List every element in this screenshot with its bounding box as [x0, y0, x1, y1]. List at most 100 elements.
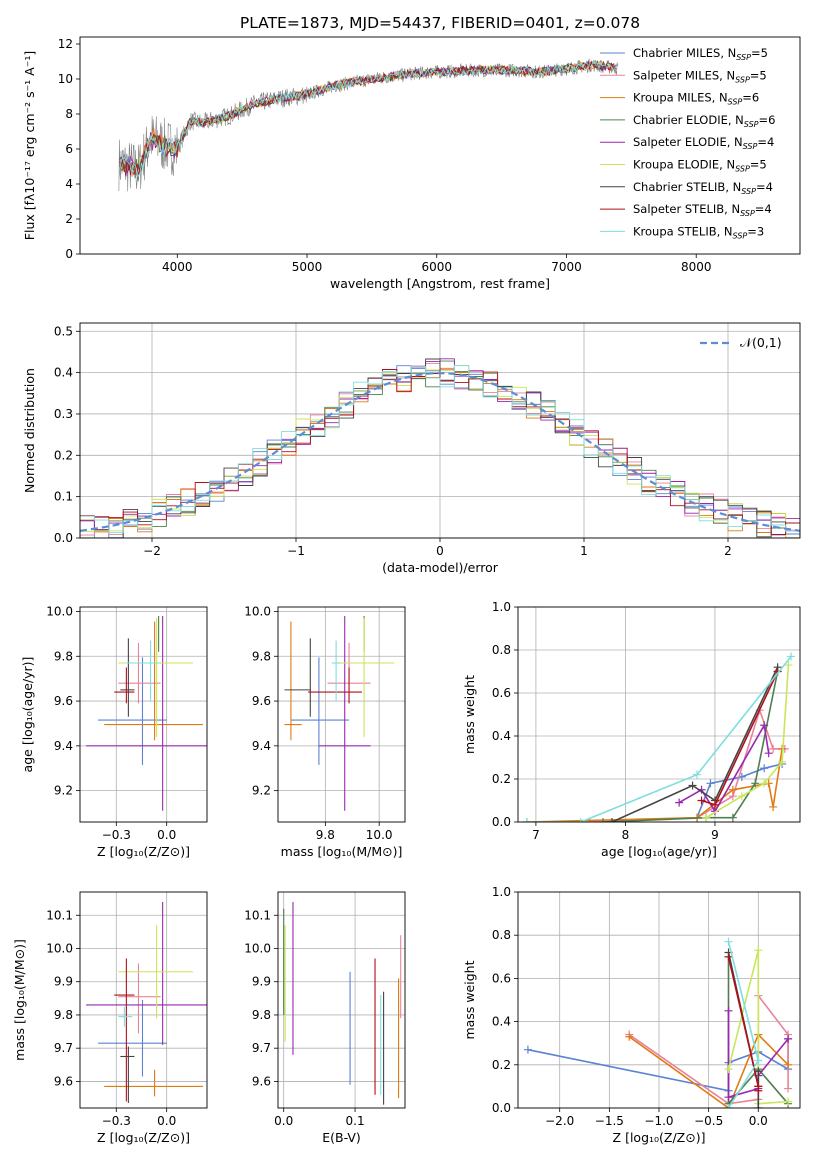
- legend-entry: Salpeter MILES, NSSP=5: [633, 68, 767, 84]
- panels: 4000 5000 6000 7000 8000024681012wavelength …: [12, 36, 801, 1145]
- x-tick-label: 1: [580, 544, 588, 558]
- weight-point: [778, 757, 787, 766]
- x-tick-label: 0: [436, 544, 444, 558]
- y-tick-label: 0.0: [492, 815, 511, 829]
- x-tick-label: 0.0: [749, 1114, 768, 1128]
- x-tick-label: 4000: [162, 260, 193, 274]
- legend-entry: Kroupa ELODIE, NSSP=5: [633, 158, 767, 174]
- weight-line: [589, 707, 785, 822]
- weight-point: [724, 1006, 733, 1015]
- weight-line: [527, 656, 792, 822]
- y-tick-label: 0.4: [492, 729, 511, 743]
- residual-histogram: [80, 369, 800, 538]
- x-tick-label: 0.1: [346, 1114, 365, 1128]
- weight-point: [710, 800, 719, 809]
- y-axis-label: mass [log₁₀(M/M⊙)]: [12, 939, 27, 1061]
- x-tick-label: −1.0: [644, 1114, 673, 1128]
- weight-point: [724, 1065, 733, 1074]
- x-axis-label: age [log₁₀(age/yr)]: [601, 844, 717, 859]
- x-tick-label: 0.0: [274, 1114, 293, 1128]
- weight-line: [526, 748, 783, 822]
- weight-line: [678, 722, 770, 813]
- weight-point: [728, 813, 737, 822]
- y-tick-label: 0.8: [492, 928, 511, 942]
- axes-frame: [517, 606, 801, 823]
- x-axis-label: (data-model)/error: [382, 560, 499, 575]
- y-tick-label: 9.8: [252, 649, 271, 663]
- weight-point: [625, 1032, 634, 1041]
- weight-point: [769, 802, 778, 811]
- weight-point: [522, 818, 531, 822]
- y-tick-label: 9.6: [54, 1074, 73, 1088]
- legend-entry: Kroupa MILES, NSSP=6: [633, 91, 759, 107]
- weight-point: [737, 792, 746, 801]
- weight-point: [724, 1093, 733, 1102]
- y-tick-label: 1.0: [492, 885, 511, 899]
- x-tick-label: 8: [622, 828, 630, 842]
- x-tick-label: 9: [711, 828, 719, 842]
- legend-entry: Chabrier MILES, NSSP=5: [633, 46, 768, 62]
- weight-point: [784, 1060, 793, 1069]
- panel-mass_vs_Z: −0.3 0.0 9.6 9.7 9.8 9.9 10.0 10.1 Z [log₁₀(Z/Z⊙…: [12, 891, 208, 1145]
- weight-point: [599, 818, 608, 822]
- weight-point: [754, 1104, 763, 1108]
- weight-point: [784, 1097, 793, 1106]
- weight-point: [728, 785, 737, 794]
- figure-title: PLATE=1873, MJD=54437, FIBERID=0401, z=0…: [240, 14, 640, 32]
- weight-point: [697, 796, 706, 805]
- x-tick-label: 10.0: [366, 828, 393, 842]
- weight-line: [628, 1033, 789, 1108]
- y-tick-label: 0.8: [492, 643, 511, 657]
- x-axis-label: wavelength [Angstrom, rest frame]: [330, 276, 550, 291]
- weight-point: [576, 818, 585, 822]
- legend-entry: Kroupa STELIB, NSSP=3: [633, 224, 764, 240]
- y-tick-label: 0: [65, 247, 73, 261]
- y-tick-label: 2: [65, 212, 73, 226]
- axes-frame: [277, 606, 406, 823]
- weight-point: [754, 1056, 763, 1065]
- y-tick-label: 0.2: [492, 772, 511, 786]
- y-tick-label: 0.6: [492, 686, 511, 700]
- legend-entry: Chabrier ELODIE, NSSP=6: [633, 113, 775, 129]
- y-tick-label: 10: [58, 72, 73, 86]
- weight-point: [784, 1084, 793, 1093]
- weight-line: [727, 950, 789, 1105]
- y-tick-label: 0.4: [54, 366, 73, 380]
- residual-histogram: [80, 358, 800, 538]
- plot-area-spectrum: [118, 58, 619, 192]
- y-tick-label: 9.6: [54, 694, 73, 708]
- y-tick-label: 0.0: [492, 1101, 511, 1115]
- weight-point: [523, 1045, 532, 1054]
- weight-point: [688, 781, 697, 790]
- y-tick-label: 9.9: [252, 975, 271, 989]
- weight-point: [702, 813, 710, 822]
- x-tick-label: 7000: [551, 260, 582, 274]
- y-axis-label: Normed distribution: [22, 368, 37, 493]
- weight-point: [608, 818, 616, 822]
- panel-age_vs_mass: 9.8 10.0 9.2 9.4 9.6 9.8 10.0 mass [log₁₀(M/M⊙)…: [244, 604, 406, 859]
- weight-point: [760, 764, 769, 773]
- x-tick-label: 0.0: [157, 1114, 176, 1128]
- x-tick-label: 2: [724, 544, 732, 558]
- plot-area-age_vs_mass: [284, 615, 395, 811]
- y-tick-label: 9.6: [252, 694, 271, 708]
- weight-point: [585, 818, 594, 822]
- axes-frame: [517, 891, 801, 1109]
- weight-point: [760, 779, 769, 788]
- x-tick-label: −1: [287, 544, 305, 558]
- y-tick-label: 0.2: [54, 448, 73, 462]
- y-tick-label: 0.2: [492, 1058, 511, 1072]
- axes-frame: [79, 322, 801, 539]
- weight-point: [724, 937, 733, 946]
- axes-frame: [79, 891, 208, 1109]
- weight-point: [764, 749, 773, 758]
- y-tick-label: 0.3: [54, 407, 73, 421]
- x-tick-label: 9.8: [316, 828, 335, 842]
- y-tick-label: 9.9: [54, 975, 73, 989]
- y-tick-label: 0.0: [54, 531, 73, 545]
- weight-point: [754, 946, 763, 955]
- weight-point: [754, 1086, 763, 1095]
- weight-point: [706, 779, 715, 788]
- weight-point: [769, 744, 778, 753]
